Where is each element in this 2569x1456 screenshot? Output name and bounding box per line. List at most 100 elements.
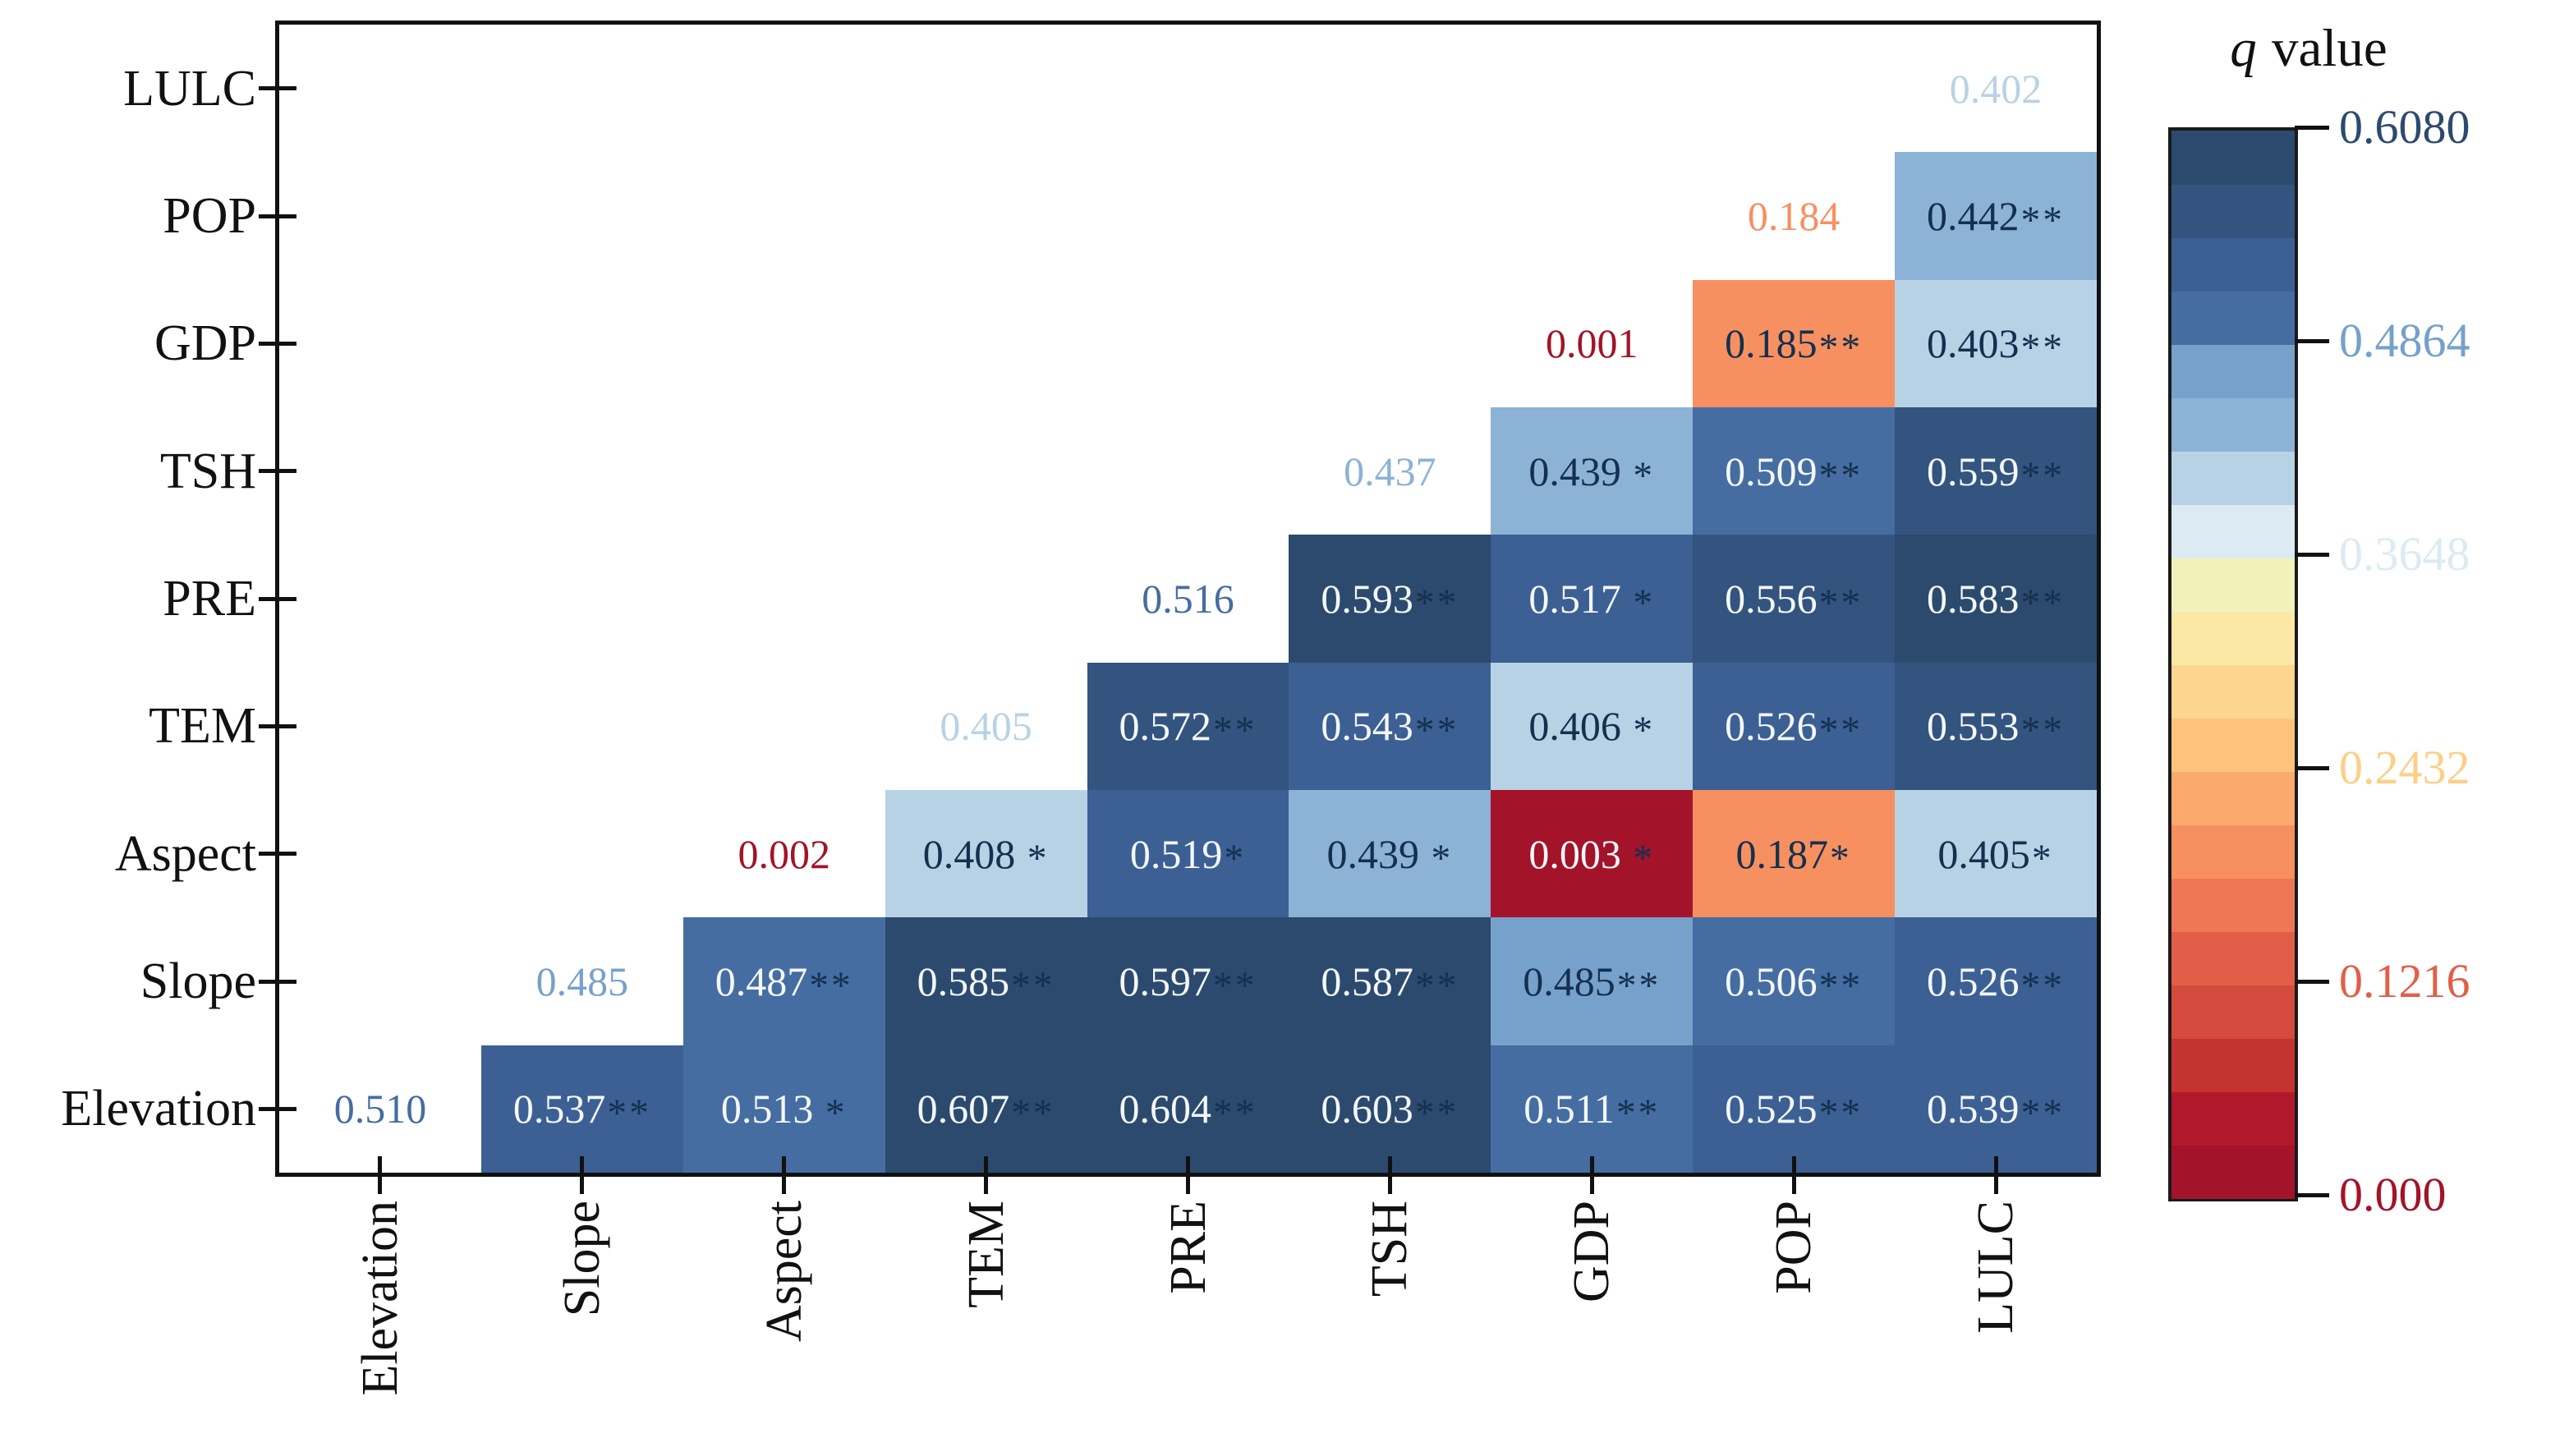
cell-value: 0.485 bbox=[535, 958, 629, 1004]
cell-Slope-Aspect: 0.487 ** bbox=[682, 917, 885, 1045]
significance-stars: * bbox=[1830, 837, 1852, 880]
cell-TSH-POP: 0.509 ** bbox=[1693, 407, 1896, 535]
colorbar-tick bbox=[2295, 765, 2329, 770]
y-axis-label-Elevation: Elevation bbox=[61, 1081, 256, 1137]
cell-value: 0.556 bbox=[1725, 575, 1818, 622]
colorbar-title-value: value bbox=[2271, 19, 2387, 78]
colorbar-tick bbox=[2295, 338, 2329, 343]
significance-stars: ** bbox=[1011, 965, 1055, 1008]
colorbar-tick bbox=[2295, 125, 2329, 130]
colorbar-tick-label-0.1216: 0.1216 bbox=[2339, 954, 2470, 1008]
cell-value: 0.487 bbox=[715, 958, 808, 1004]
cell-value: 0.406 bbox=[1528, 703, 1632, 750]
y-axis-label-LULC: LULC bbox=[123, 60, 256, 117]
colorbar-band bbox=[2171, 237, 2295, 292]
colorbar-band bbox=[2171, 611, 2295, 665]
cell-Elevation-TSH: 0.603 ** bbox=[1289, 1045, 1491, 1173]
significance-stars: ** bbox=[1011, 1092, 1055, 1136]
heatmap-plot-area: 0.402 0.184 0.442 ** 0.001 0.185 ** 0.403 ** 0.43… bbox=[279, 25, 2097, 1173]
colorbar-title: q value bbox=[2103, 18, 2514, 80]
cell-Elevation-Aspect: 0.513 * bbox=[682, 1045, 885, 1173]
significance-stars: ** bbox=[1414, 1092, 1459, 1136]
cell-value: 0.510 bbox=[333, 1086, 427, 1132]
x-axis-label-TEM: TEM bbox=[958, 1201, 1014, 1308]
cell-TEM-GDP: 0.406 * bbox=[1491, 662, 1694, 790]
significance-stars: ** bbox=[2020, 200, 2066, 243]
colorbar-band bbox=[2171, 664, 2295, 719]
cell-value: 0.519 bbox=[1129, 830, 1223, 877]
y-axis-label-TEM: TEM bbox=[149, 698, 256, 755]
colorbar-band bbox=[2171, 771, 2295, 825]
significance-stars: ** bbox=[2020, 1092, 2066, 1136]
significance-stars: ** bbox=[1212, 1092, 1257, 1136]
cell-value: 0.506 bbox=[1725, 958, 1818, 1004]
cell-Aspect-GDP: 0.003 * bbox=[1491, 790, 1694, 918]
significance-stars: ** bbox=[1212, 710, 1257, 753]
colorbar-title-q: q bbox=[2230, 19, 2257, 78]
x-axis-tick bbox=[1387, 1155, 1392, 1194]
significance-stars: * bbox=[1027, 837, 1050, 880]
x-axis-tick bbox=[1589, 1155, 1594, 1194]
significance-stars: * bbox=[1633, 582, 1656, 626]
y-axis-tick bbox=[258, 214, 296, 218]
significance-stars: ** bbox=[1818, 1092, 1864, 1136]
significance-stars: ** bbox=[809, 965, 853, 1008]
colorbar-band bbox=[2171, 184, 2295, 238]
cell-value: 0.405 bbox=[1937, 830, 2030, 877]
cell-Aspect-POP: 0.187 * bbox=[1693, 790, 1896, 918]
x-axis-label-POP: POP bbox=[1766, 1201, 1822, 1294]
cell-value: 0.187 bbox=[1735, 830, 1829, 877]
cell-value: 0.405 bbox=[940, 703, 1032, 750]
cell-value: 0.543 bbox=[1321, 703, 1413, 750]
x-axis-tick bbox=[1186, 1155, 1190, 1194]
colorbar-band bbox=[2171, 558, 2295, 612]
cell-GDP-GDP: 0.001 bbox=[1491, 280, 1693, 407]
cell-Slope-GDP: 0.485 ** bbox=[1491, 917, 1694, 1045]
cell-PRE-LULC: 0.583 ** bbox=[1895, 535, 2097, 663]
colorbar-tick bbox=[2295, 979, 2329, 984]
significance-stars: ** bbox=[1818, 327, 1864, 370]
cell-Aspect-TEM: 0.408 * bbox=[885, 790, 1087, 918]
cell-value: 0.585 bbox=[917, 958, 1010, 1004]
significance-stars: ** bbox=[1615, 1092, 1661, 1136]
cell-value: 0.539 bbox=[1927, 1086, 2020, 1132]
significance-stars: * bbox=[2031, 837, 2054, 880]
cell-TSH-LULC: 0.559 ** bbox=[1895, 407, 2097, 535]
cell-TSH-GDP: 0.439 * bbox=[1491, 407, 1694, 535]
significance-stars: * bbox=[1633, 454, 1656, 498]
cell-value: 0.442 bbox=[1927, 192, 2020, 239]
significance-stars: * bbox=[1633, 710, 1656, 753]
cell-Elevation-Slope: 0.537 ** bbox=[480, 1045, 683, 1173]
significance-stars: ** bbox=[1818, 582, 1864, 626]
cell-Aspect-Aspect: 0.002 bbox=[683, 790, 885, 917]
cell-Slope-LULC: 0.526 ** bbox=[1895, 917, 2097, 1045]
cell-value: 0.403 bbox=[1927, 320, 2020, 367]
colorbar-tick-label-0.2432: 0.2432 bbox=[2339, 741, 2470, 794]
significance-stars: ** bbox=[1414, 582, 1459, 626]
x-axis-label-Elevation: Elevation bbox=[352, 1201, 408, 1396]
colorbar-band bbox=[2171, 397, 2295, 452]
cell-Slope-PRE: 0.597 ** bbox=[1087, 917, 1289, 1045]
cell-GDP-LULC: 0.403 ** bbox=[1895, 279, 2097, 407]
significance-stars: ** bbox=[2020, 582, 2066, 626]
colorbar-tick bbox=[2295, 1192, 2329, 1197]
y-axis-tick bbox=[258, 852, 296, 857]
x-axis-tick bbox=[1791, 1155, 1796, 1194]
significance-stars: ** bbox=[2020, 454, 2066, 498]
significance-stars: ** bbox=[2020, 710, 2066, 753]
cell-Elevation-Elevation: 0.510 bbox=[279, 1045, 481, 1173]
cell-TSH-TSH: 0.437 bbox=[1289, 407, 1491, 535]
colorbar-band bbox=[2171, 504, 2295, 558]
axis-spine-top bbox=[275, 21, 2101, 25]
cell-value: 0.513 bbox=[720, 1086, 824, 1132]
y-axis-tick bbox=[258, 341, 296, 346]
cell-PRE-PRE: 0.516 bbox=[1087, 535, 1289, 662]
cell-value: 0.001 bbox=[1546, 320, 1638, 367]
cell-TEM-PRE: 0.572 ** bbox=[1087, 662, 1289, 790]
cell-value: 0.184 bbox=[1747, 192, 1841, 239]
significance-stars: ** bbox=[2020, 327, 2066, 370]
colorbar-band bbox=[2171, 718, 2295, 772]
cell-TEM-TEM: 0.405 bbox=[885, 663, 1087, 790]
cell-value: 0.604 bbox=[1119, 1086, 1211, 1132]
